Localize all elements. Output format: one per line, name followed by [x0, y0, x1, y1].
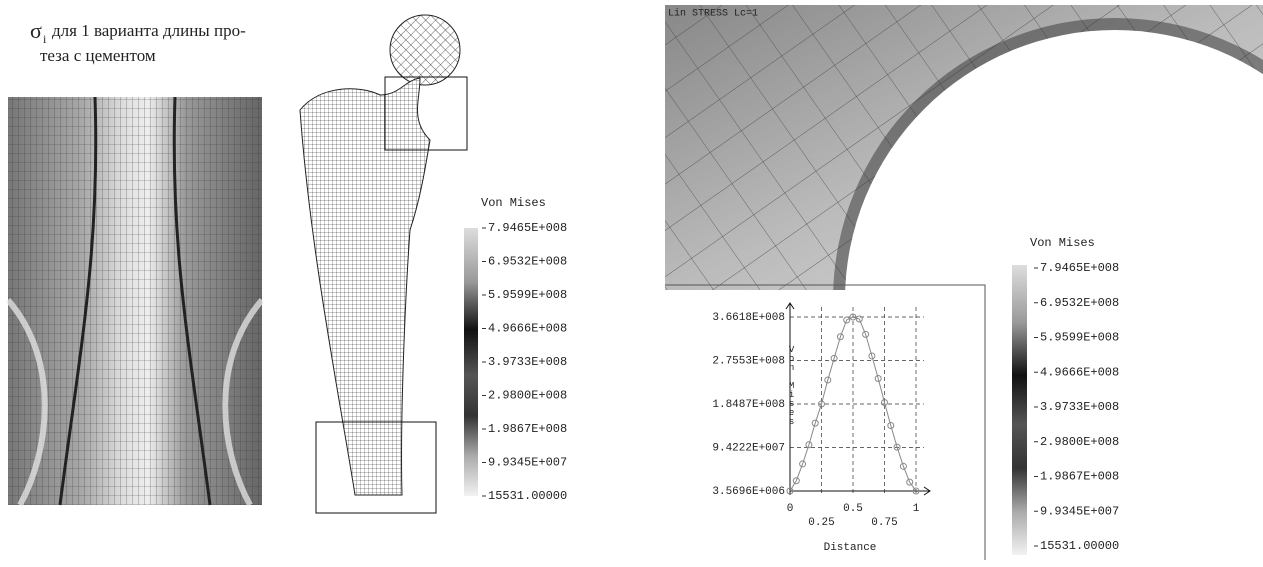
caption-line: для 1 варианта длины про-: [52, 21, 246, 40]
x-tick-label: 0.75: [871, 517, 897, 529]
x-tick-label: 0: [787, 503, 794, 515]
legend-label: 6.9532E+008: [488, 255, 567, 269]
legend-label: 15531.00000: [1040, 539, 1119, 553]
line-chart: Distance Von Mises 3.6618E+008 2.7553E+00…: [712, 303, 930, 554]
y-tick-label: 3.6618E+008: [712, 312, 785, 324]
y-tick-label: 9.4222E+007: [712, 442, 785, 454]
caption-line: теза с цементом: [40, 46, 156, 65]
panel-header: Lin STRESS Lc=1: [668, 8, 758, 20]
legend-label: 2.9800E+008: [1040, 435, 1119, 449]
legend-label: 3.9733E+008: [488, 355, 567, 369]
right-fea-image: [665, 5, 1263, 562]
legend-label: 1.9867E+008: [1040, 470, 1119, 484]
x-tick-label: 1: [913, 503, 920, 515]
legend-label: 9.9345E+007: [488, 456, 567, 470]
legend-label: 9.9345E+007: [1040, 504, 1119, 518]
legend-label: 5.9599E+008: [488, 288, 567, 302]
axis: [786, 303, 930, 495]
y-tick-label: 1.8487E+008: [712, 399, 785, 411]
y-tick-label: 3.5696E+006: [712, 486, 785, 498]
legend-label: 4.9666E+008: [488, 322, 567, 336]
left-fea-image: [8, 97, 262, 505]
x-axis-title: Distance: [824, 542, 877, 554]
legend-label: 1.9867E+008: [488, 422, 567, 436]
y-tick-label: 2.7553E+008: [712, 355, 785, 367]
x-tick-label: 0.25: [808, 517, 834, 529]
legend-label: 15531.00000: [488, 489, 567, 503]
x-tick-label: 0.5: [843, 503, 863, 515]
figure: σ i для 1 варианта длины про- теза с цем…: [0, 0, 1263, 562]
legend-label: 6.9532E+008: [1040, 296, 1119, 310]
legend-title: Von Mises: [1030, 236, 1095, 250]
legend-title: Von Mises: [481, 196, 546, 210]
legend-label: 7.9465E+008: [1040, 261, 1119, 275]
legend-label: 7.9465E+008: [488, 221, 567, 235]
femur-mesh: [300, 15, 467, 513]
caption-subscript: i: [43, 32, 47, 46]
legend-label: 5.9599E+008: [1040, 331, 1119, 345]
y-axis-title: Von Mises: [787, 345, 797, 426]
legend: Von Mises 7.9465E+008 6.9532E+008 5.9599E+…: [464, 196, 567, 503]
legend-label: 4.9666E+008: [1040, 365, 1119, 379]
caption-symbol: σ: [30, 18, 42, 43]
legend-label: 2.9800E+008: [488, 389, 567, 403]
legend-label: 3.9733E+008: [1040, 400, 1119, 414]
